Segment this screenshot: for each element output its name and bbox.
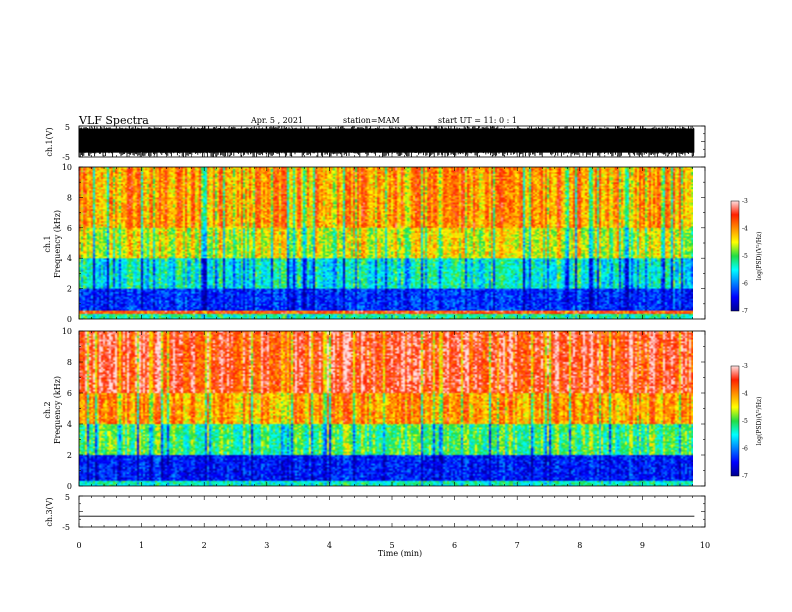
x-tick-1: 1: [139, 541, 144, 550]
ch1-colorbar-tick: -7: [742, 308, 748, 315]
ch2-colorbar-label: log(PSD)(V²/Hz): [756, 397, 763, 446]
ch3-waveform-ylabel: ch.3(V): [45, 497, 54, 526]
ch3-ytick-top: 5: [65, 493, 70, 502]
x-tick-6: 6: [452, 541, 457, 550]
ch1-ytick-6: 6: [67, 224, 72, 233]
ch2-ytick-6: 6: [67, 389, 72, 398]
ch1-colorbar-tick: -6: [742, 281, 748, 288]
x-tick-9: 9: [640, 541, 645, 550]
figure-title: VLF Spectra: [78, 114, 149, 127]
ch2-spectrogram-ylabel-frequency: Frequency (kHz): [53, 376, 62, 444]
ch1-ytick-bottom: -5: [62, 153, 70, 162]
ch2-spectrogram-ylabel-channel: ch.2: [43, 401, 52, 418]
date-label: Apr. 5 , 2021: [250, 116, 303, 125]
x-axis-label: Time (min): [378, 549, 422, 558]
ch1-ytick-top: 5: [65, 123, 70, 132]
ch1-ytick-2: 2: [67, 285, 72, 294]
ch2-colorbar-tick: -3: [742, 363, 748, 370]
ch1-ytick-0: 0: [67, 315, 72, 324]
ch1-colorbar-tick: -5: [742, 253, 748, 260]
ch1-colorbar-label: log(PSD)(V²/Hz): [756, 232, 763, 281]
ch3-ytick-bottom: -5: [62, 523, 70, 532]
ch2-colorbar-tick: -4: [742, 391, 748, 398]
ch1-spectrogram-panel: 0 2 4 6 8 10 ch.1 Frequency (kHz) -3 -4 …: [43, 163, 763, 324]
axis-tick-marks: [78, 125, 706, 528]
x-tick-10: 10: [700, 541, 710, 550]
x-tick-8: 8: [577, 541, 582, 550]
x-tick-7: 7: [515, 541, 520, 550]
x-tick-4: 4: [327, 541, 332, 550]
start-time-label: start UT = 11: 0 : 1: [438, 116, 517, 125]
ch1-spectrogram-ylabel-frequency: Frequency (kHz): [53, 210, 62, 278]
x-tick-2: 2: [202, 541, 207, 550]
ch1-spectrogram-image: [79, 167, 693, 319]
station-label: station=MAM: [343, 116, 400, 125]
ch2-yticks: 0 2 4 6 8 10: [62, 327, 72, 491]
ch1-spectrogram-ylabel-channel: ch.1: [43, 235, 52, 252]
x-tick-0: 0: [76, 541, 81, 550]
ch2-ytick-4: 4: [67, 420, 72, 429]
ch3-waveform-panel: 5 -5 ch.3(V): [45, 493, 706, 532]
ch2-spectrogram-image: [79, 331, 693, 486]
ch2-ytick-10: 10: [62, 327, 72, 336]
ch1-colorbar-tick: -4: [742, 226, 748, 233]
ch1-waveform-panel: 5 -5 ch.1(V): [45, 123, 706, 162]
ch2-ytick-8: 8: [67, 358, 72, 367]
x-tick-5: 5: [389, 541, 394, 550]
ch2-colorbar-tick: -5: [742, 418, 748, 425]
x-axis-tick-labels: 0 1 2 3 4 5 6 7 8 9 10: [76, 541, 710, 550]
ch1-colorbar: [730, 200, 740, 312]
ch1-waveform-spikes: [78, 126, 694, 157]
ch2-colorbar-ticks: -3 -4 -5 -6 -7: [742, 363, 748, 480]
ch1-ytick-10: 10: [62, 163, 72, 172]
ch1-waveform-trace: [78, 126, 695, 157]
ch1-ytick-4: 4: [67, 254, 72, 263]
ch1-ytick-8: 8: [67, 193, 72, 202]
ch1-colorbar-tick: -3: [742, 198, 748, 205]
x-tick-3: 3: [264, 541, 269, 550]
ch1-yticks: 0 2 4 6 8 10: [62, 163, 72, 324]
ch2-colorbar: [730, 365, 740, 477]
ch3-waveform-frame: [78, 495, 706, 528]
ch1-colorbar-ticks: -3 -4 -5 -6 -7: [742, 198, 748, 315]
ch2-spectrogram-panel: 0 2 4 6 8 10 ch.2 Frequency (kHz) -3 -4 …: [43, 327, 763, 491]
ch2-ytick-2: 2: [67, 451, 72, 460]
ch2-colorbar-tick: -6: [742, 446, 748, 453]
ch2-ytick-0: 0: [67, 482, 72, 491]
ch2-colorbar-tick: -7: [742, 473, 748, 480]
ch1-waveform-ylabel: ch.1(V): [45, 127, 54, 156]
